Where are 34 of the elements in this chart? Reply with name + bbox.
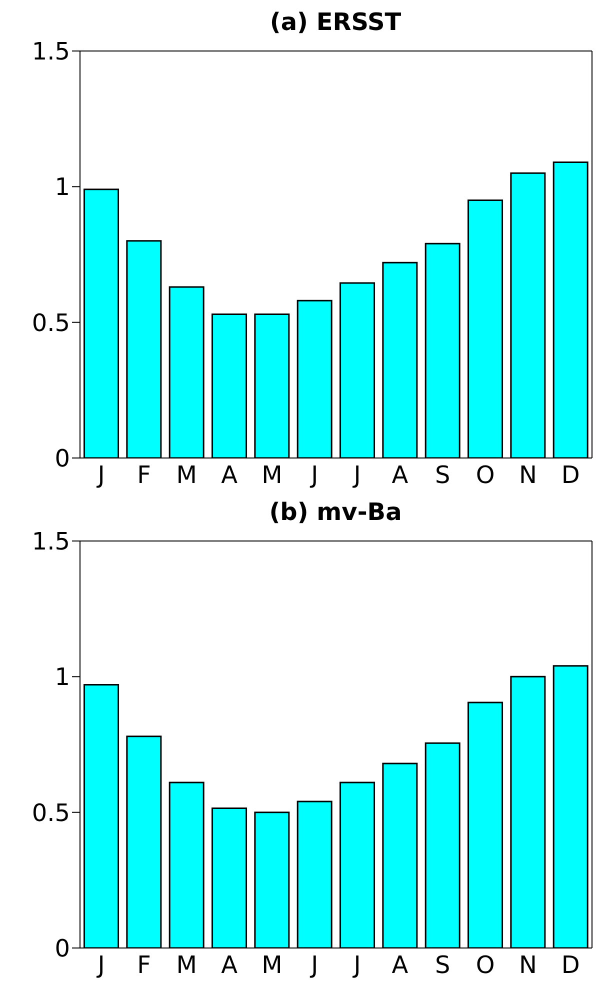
x-tick-label: F	[137, 461, 151, 490]
x-tick-label: S	[435, 461, 450, 490]
y-tick-label: 1.5	[32, 38, 70, 66]
x-tick-label: J	[96, 461, 105, 490]
x-tick-label: D	[561, 461, 580, 490]
x-tick-label: J	[352, 951, 361, 980]
x-tick-label: D	[561, 951, 580, 980]
x-tick-label: N	[519, 461, 537, 490]
y-tick-label: 1	[54, 663, 70, 692]
x-tick-label: A	[221, 951, 238, 980]
y-tick-label: 0	[54, 934, 70, 963]
x-tick-label: M	[176, 951, 198, 980]
x-tick-label: N	[519, 951, 537, 980]
x-tick-label: F	[137, 951, 151, 980]
x-tick-label: J	[309, 461, 318, 490]
x-tick-label: M	[176, 461, 198, 490]
x-tick-label: S	[435, 951, 450, 980]
y-tick-label: 1.5	[32, 528, 70, 556]
y-tick-label: 1	[54, 173, 70, 202]
chart-title: (b) mv-Ba	[268, 498, 403, 528]
y-tick-label: 0.5	[32, 798, 70, 827]
y-tick-label: 0.5	[32, 308, 70, 337]
x-tick-label: J	[96, 951, 105, 980]
x-tick-label: M	[262, 461, 282, 490]
x-tick-label: J	[352, 461, 361, 490]
x-tick-label: J	[309, 951, 318, 980]
x-tick-label: A	[221, 461, 238, 490]
y-tick-label: 0	[54, 444, 70, 473]
chart-title: (a) ERSST	[268, 8, 402, 38]
x-tick-label: M	[262, 951, 282, 980]
x-tick-label: O	[476, 951, 495, 980]
x-tick-label: A	[392, 951, 409, 980]
x-tick-label: O	[476, 461, 495, 490]
x-tick-label: A	[392, 461, 409, 490]
